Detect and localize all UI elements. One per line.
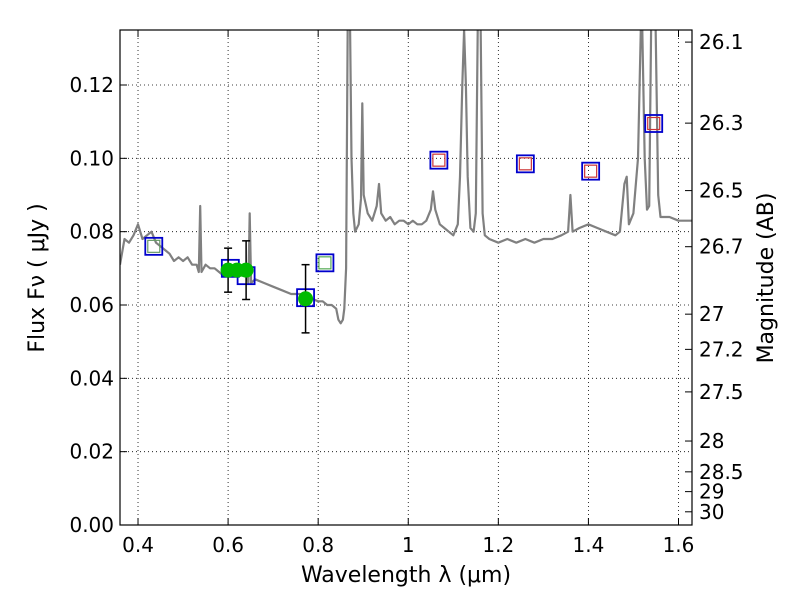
x-tick-label: 1.4 xyxy=(573,533,605,557)
flux-measurement-point xyxy=(298,291,314,307)
right-axis-tick-label: 27 xyxy=(699,302,724,326)
y-tick-label: 0.02 xyxy=(69,440,114,464)
axes-frame xyxy=(119,29,693,526)
right-axis-tick-label: 28.5 xyxy=(699,460,744,484)
x-axis-label: Wavelength λ (μm) xyxy=(301,563,511,588)
gridlines xyxy=(120,30,692,526)
model-flux-square xyxy=(518,157,532,171)
right-axis-tick-label: 27.5 xyxy=(699,380,744,404)
x-tick-label: 1 xyxy=(402,533,415,557)
plot-series xyxy=(120,30,692,334)
sed-spectrum-line xyxy=(120,30,692,325)
y-axis-label: Flux Fν ( μJy ) xyxy=(25,203,50,352)
right-axis-label: Magnitude (AB) xyxy=(754,193,779,364)
model-flux-square xyxy=(647,116,661,131)
flux-measurement-point xyxy=(238,262,254,278)
observed-flux-square xyxy=(429,150,449,170)
y-tick-label: 0.00 xyxy=(69,513,114,537)
y-tick-label: 0.10 xyxy=(69,146,114,170)
right-axis-tick-label: 30 xyxy=(699,500,724,524)
observed-flux-square xyxy=(581,161,601,181)
y-tick-label: 0.06 xyxy=(69,293,114,317)
right-axis-tick-label: 28 xyxy=(699,429,724,453)
right-axis-tick-label: 26.7 xyxy=(699,235,744,259)
observed-flux-square xyxy=(144,236,164,256)
right-axis-tick-label: 29 xyxy=(699,480,724,504)
x-tick-label: 1.6 xyxy=(663,533,695,557)
observed-flux-square xyxy=(315,253,335,273)
y-tick-label: 0.12 xyxy=(69,73,114,97)
x-tick-label: 0.8 xyxy=(302,533,334,557)
model-flux-square xyxy=(584,164,598,178)
plot-area xyxy=(120,30,692,334)
observed-flux-square xyxy=(644,114,664,133)
model-flux-square xyxy=(147,239,161,253)
right-axis-tick-label: 26.5 xyxy=(699,179,744,203)
right-axis-tick-label: 26.3 xyxy=(699,111,744,135)
y-tick-label: 0.08 xyxy=(69,220,114,244)
x-axis-ticks: 0.4 0.6 0.8 1 1.2 1.4 1.6 xyxy=(122,30,694,557)
model-flux-square xyxy=(432,153,446,167)
x-tick-label: 0.6 xyxy=(212,533,244,557)
model-flux-square xyxy=(318,256,332,270)
y-axis-ticks: 0.00 0.02 0.04 0.06 0.08 0.10 0.12 xyxy=(69,73,127,537)
observed-flux-square xyxy=(515,154,535,174)
x-tick-label: 1.2 xyxy=(482,533,514,557)
y-tick-label: 0.04 xyxy=(69,366,114,390)
right-axis-tick-label: 27.2 xyxy=(699,337,744,361)
x-tick-label: 0.4 xyxy=(122,533,154,557)
right-axis-tick-label: 26.1 xyxy=(699,30,744,54)
